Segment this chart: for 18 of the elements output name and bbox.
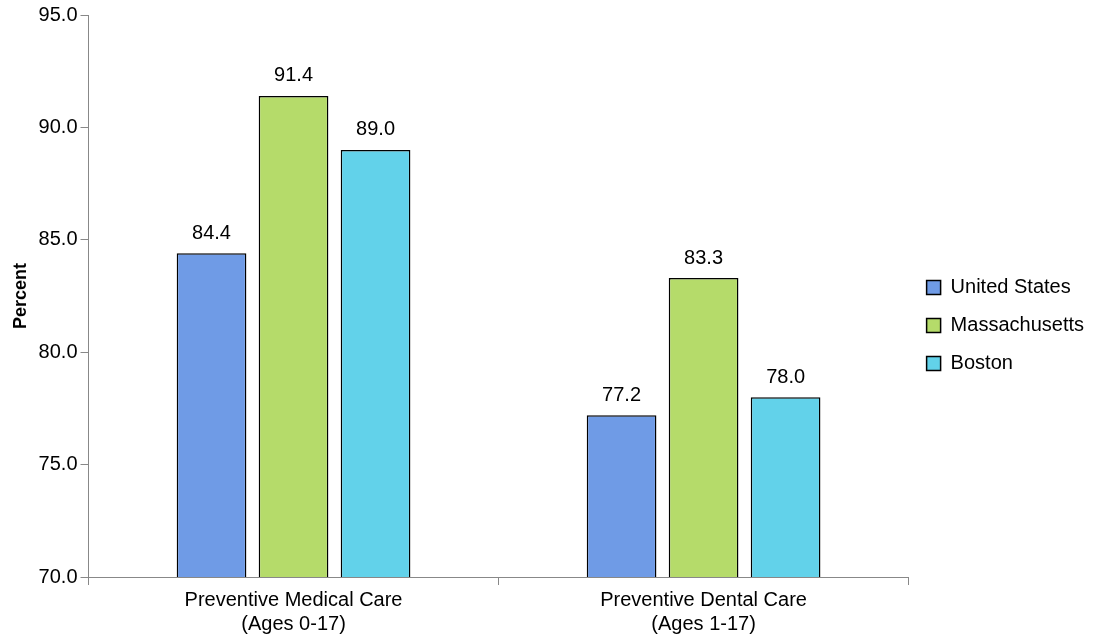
y-axis-title: Percent [9,262,30,330]
x-tick-label: Preventive Dental Care (Ages 1-17) [600,587,807,634]
legend-label: United States [950,275,1071,298]
y-tick-label: 90.0 [38,114,78,137]
data-label: 84.4 [192,220,232,243]
y-tick-label: 85.0 [38,227,78,250]
legend-label: Boston [950,351,1013,374]
y-tick-label: 95.0 [38,2,78,25]
data-label: 77.2 [602,382,642,405]
y-tick-label: 70.0 [38,564,78,587]
data-label: 83.3 [684,245,724,268]
y-tick-label: 80.0 [38,339,78,362]
data-label: 91.4 [274,63,314,86]
x-tick-label: Preventive Medical Care (Ages 0-17) [184,587,403,634]
data-label: 78.0 [766,364,806,387]
data-label: 89.0 [356,117,396,140]
y-tick-label: 75.0 [38,452,78,475]
legend-label: Massachusetts [950,313,1084,336]
